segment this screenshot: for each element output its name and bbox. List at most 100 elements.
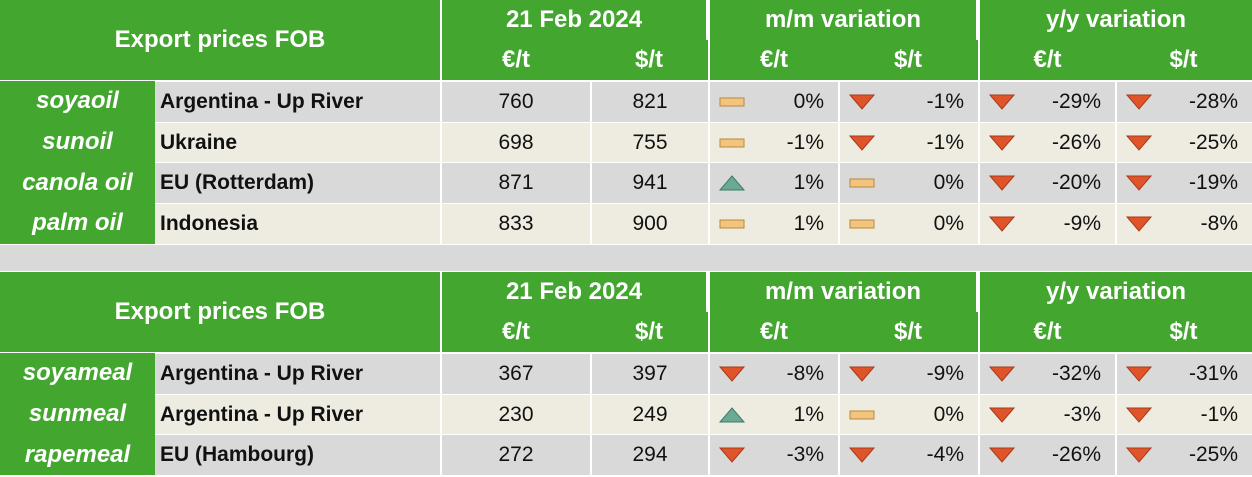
variation-cell: -20% <box>980 163 1115 204</box>
variation-text: -29% <box>1051 89 1101 113</box>
trend-icon-down <box>848 447 876 464</box>
trend-icon-down <box>988 447 1016 464</box>
header-unit: $/t <box>1115 312 1252 352</box>
trend-shape <box>1125 175 1153 192</box>
header-unit: $/t <box>590 40 708 80</box>
trend-shape <box>849 178 875 188</box>
variation-text: 0% <box>793 89 824 113</box>
price: 294 <box>592 435 708 476</box>
product-name: rapemeal <box>0 434 155 476</box>
trend-icon-down <box>1125 366 1153 382</box>
header-unit: €/t <box>442 40 590 80</box>
price: 871 <box>442 163 590 204</box>
variation-text: -8% <box>786 361 824 385</box>
trend-shape <box>988 216 1016 232</box>
trend-shape <box>1125 94 1153 110</box>
variation-cell: -8% <box>1117 204 1252 244</box>
product-name: sunmeal <box>0 393 155 435</box>
trend-shape <box>1125 216 1153 232</box>
variation-text: -25% <box>1188 130 1238 154</box>
price: 900 <box>592 204 708 244</box>
variation-cell: -26% <box>980 435 1115 476</box>
trend-icon-down <box>848 94 876 110</box>
trend-icon-down <box>988 216 1016 232</box>
variation-cell: -1% <box>1117 394 1252 435</box>
header-mm: m/m variation <box>710 272 976 312</box>
trend-shape <box>718 366 746 382</box>
variation-text: 0% <box>933 402 964 426</box>
trend-shape <box>719 97 745 107</box>
trend-shape <box>718 447 746 464</box>
trend-shape <box>988 175 1016 192</box>
variation-text: -4% <box>926 443 964 467</box>
header-unit: $/t <box>590 312 708 352</box>
price: 833 <box>442 204 590 244</box>
variation-cell: -31% <box>1117 354 1252 394</box>
trend-shape <box>988 135 1016 151</box>
price: 397 <box>592 354 708 394</box>
trend-icon-down <box>718 366 746 382</box>
variation-text: 1% <box>793 171 824 195</box>
variation-cell: -32% <box>980 354 1115 394</box>
trend-shape <box>988 366 1016 382</box>
trend-icon-down <box>1125 407 1153 423</box>
trend-shape <box>848 447 876 464</box>
header-yy: y/y variation <box>980 0 1252 40</box>
variation-cell: -4% <box>840 435 978 476</box>
price: 249 <box>592 394 708 435</box>
price: 367 <box>442 354 590 394</box>
variation-cell: -9% <box>980 204 1115 244</box>
trend-icon-down <box>718 447 746 464</box>
variation-text: -31% <box>1188 361 1238 385</box>
header-unit: $/t <box>1115 40 1252 80</box>
header-date: 21 Feb 2024 <box>442 0 706 40</box>
trend-shape <box>1125 407 1153 423</box>
header-mm: m/m variation <box>710 0 976 40</box>
origin: Argentina - Up River <box>155 394 440 435</box>
variation-cell: -28% <box>1117 82 1252 122</box>
trend-icon-down <box>988 407 1016 423</box>
variation-text: -26% <box>1051 443 1101 467</box>
variation-text: -1% <box>1200 402 1238 426</box>
variation-cell: -8% <box>710 354 838 394</box>
origin: EU (Rotterdam) <box>155 163 440 204</box>
variation-cell: 0% <box>840 394 978 435</box>
variation-text: 1% <box>793 402 824 426</box>
trend-shape <box>718 406 746 423</box>
variation-cell: -19% <box>1117 163 1252 204</box>
variation-cell: -29% <box>980 82 1115 122</box>
header-unit: €/t <box>710 312 838 352</box>
trend-icon-flat <box>719 138 745 148</box>
trend-shape <box>848 366 876 382</box>
trend-shape <box>848 94 876 110</box>
variation-text: -26% <box>1051 130 1101 154</box>
variation-text: 1% <box>793 211 824 235</box>
header-yy: y/y variation <box>980 272 1252 312</box>
header-date: 21 Feb 2024 <box>442 272 706 312</box>
header-unit: €/t <box>980 312 1115 352</box>
trend-icon-up <box>718 175 746 191</box>
variation-cell: 0% <box>840 204 978 244</box>
header-unit: €/t <box>980 40 1115 80</box>
trend-icon-flat <box>719 97 745 107</box>
separator-band <box>0 245 1252 271</box>
trend-shape <box>988 407 1016 423</box>
product-name: soyameal <box>0 353 155 394</box>
variation-cell: -25% <box>1117 435 1252 476</box>
variation-text: -20% <box>1051 171 1101 195</box>
origin: Argentina - Up River <box>155 82 440 122</box>
trend-shape <box>1125 447 1153 464</box>
trend-icon-flat <box>849 219 875 229</box>
product-name: sunoil <box>0 121 155 163</box>
trend-shape <box>719 138 745 148</box>
trend-icon-down <box>988 94 1016 110</box>
variation-cell: -25% <box>1117 122 1252 163</box>
trend-shape <box>848 135 876 151</box>
variation-cell: 0% <box>710 82 838 122</box>
variation-cell: 1% <box>710 204 838 244</box>
trend-icon-down <box>988 135 1016 151</box>
variation-text: -19% <box>1188 171 1238 195</box>
header-title: Export prices FOB <box>0 0 440 80</box>
variation-cell: -1% <box>840 122 978 163</box>
